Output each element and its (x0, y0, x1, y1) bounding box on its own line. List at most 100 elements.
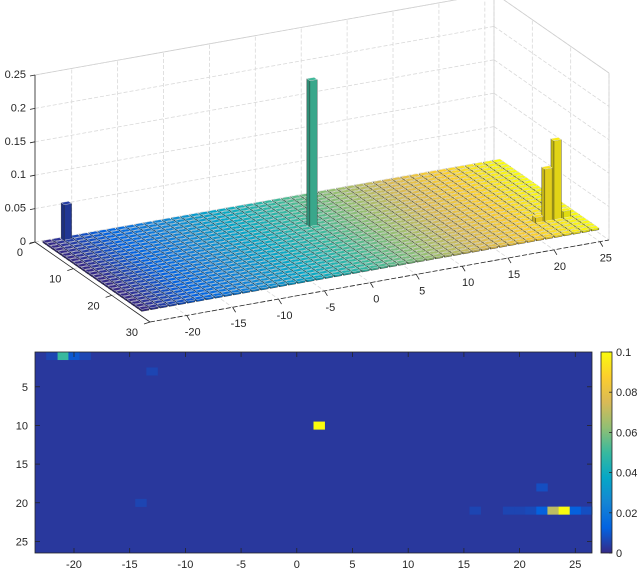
floor-bar-top (349, 244, 362, 249)
floor-bar-top (218, 241, 230, 246)
floor-bar-top (129, 243, 141, 248)
floor-bar-top (275, 200, 288, 205)
floor-bar-top (370, 210, 382, 215)
floor-bar-top (102, 265, 115, 270)
floor-bar-top (167, 230, 180, 234)
floor-bar-top (476, 171, 488, 176)
floor-bar-top (102, 248, 114, 253)
floor-bar-top (456, 222, 468, 226)
floor-bar-top (393, 186, 405, 191)
bar-top (306, 77, 318, 82)
floor-bar-top (345, 265, 357, 270)
floor-bar-top (333, 217, 346, 222)
floor-bar-top (506, 233, 519, 238)
x-tick-label: 25 (569, 559, 581, 570)
floor-bar-top (446, 166, 458, 171)
floor-bar-top (471, 232, 484, 237)
floor-bar-top (318, 246, 331, 251)
floor-bar-top (336, 243, 349, 248)
floor-bar-top (457, 198, 469, 203)
floor-bar-top (390, 200, 402, 205)
floor-bar-top (161, 257, 174, 262)
floor-bar-top (387, 214, 399, 219)
floor-bar-top (209, 242, 221, 247)
floor-bar-top (165, 220, 177, 225)
floor-bar-top (155, 285, 168, 290)
floor-bar-top (116, 242, 128, 247)
floor-bar-top (460, 241, 473, 246)
floor-bar-top (328, 261, 341, 266)
floor-bar-top (106, 267, 119, 272)
floor-bar-top (441, 228, 454, 232)
floor-bar-top (391, 176, 403, 181)
floor-bar-top (534, 228, 546, 233)
heatmap-cell (558, 506, 571, 515)
floor-bar-top (373, 196, 386, 201)
floor-bar-top (248, 262, 261, 267)
floor-bar-top (218, 281, 230, 286)
floor-bar-top (450, 209, 462, 214)
floor-bar-top (138, 282, 151, 287)
floor-bar-top (265, 225, 278, 230)
floor-bar-top (292, 244, 305, 249)
floor-bar-top (323, 265, 335, 270)
floor-bar-top (223, 236, 236, 241)
floor-bar-top (377, 239, 389, 244)
floor-bar-top (457, 238, 469, 243)
floor-bar-top (125, 240, 138, 245)
floor-bar-top (517, 224, 529, 229)
floor-bar-top (93, 266, 106, 271)
x-axis-line (149, 239, 610, 323)
floor-bar-top (231, 282, 243, 287)
floor-bar-top (197, 234, 210, 239)
floor-bar-top (574, 224, 587, 229)
floor-bar-top (325, 235, 337, 240)
floor-bar-top (144, 277, 156, 282)
floor-bar-top (500, 180, 513, 185)
floor-bar-top (459, 167, 471, 172)
floor-bar-top (180, 254, 192, 259)
floor-bar-top (426, 217, 438, 222)
floor-bar-top (204, 263, 217, 268)
floor-bar-top (525, 229, 537, 234)
x-tick (461, 266, 466, 272)
floor-bar-top (130, 260, 142, 265)
x-tick-label: -20 (185, 326, 201, 338)
floor-bar-top (394, 243, 406, 248)
floor-bar-top (286, 232, 298, 237)
floor-bar-top (502, 173, 514, 178)
floor-bar-top (151, 266, 163, 271)
floor-bar-top (232, 258, 244, 263)
floor-bar-top (395, 196, 408, 200)
floor-bar-top (404, 177, 416, 182)
floor-bar-top (428, 227, 441, 231)
floor-bar-top (436, 232, 448, 237)
floor-bar-top (108, 277, 121, 282)
floor-bar-top (514, 198, 526, 203)
floor-bar-top (171, 232, 184, 237)
floor-bar-top (236, 278, 249, 282)
floor-bar-top (407, 204, 419, 208)
floor-bar-top (153, 236, 165, 240)
floor-bar-top (145, 230, 158, 235)
x-tick-label: 5 (349, 559, 355, 570)
floor-bar-top (314, 267, 326, 272)
floor-bar-top (132, 269, 145, 274)
floor-bar-top (518, 177, 531, 182)
box-edge (34, 0, 458, 76)
floor-bar-top (455, 205, 467, 210)
floor-bar-top (420, 205, 432, 209)
x-tick (599, 241, 604, 247)
floor-bar-top (505, 240, 517, 245)
floor-bar-top (394, 203, 406, 207)
z-tick-label: 0.1 (11, 169, 26, 181)
floor-bar-top (147, 240, 160, 245)
floor-bar-top (354, 183, 366, 188)
floor-bar-top (321, 192, 333, 197)
floor-bar-top (284, 262, 296, 267)
floor-bar-top (255, 274, 267, 279)
floor-bar-top (294, 214, 307, 218)
floor-bar-top (266, 242, 278, 247)
floor-bar-top (204, 223, 216, 228)
floor-bar-top (361, 212, 373, 217)
